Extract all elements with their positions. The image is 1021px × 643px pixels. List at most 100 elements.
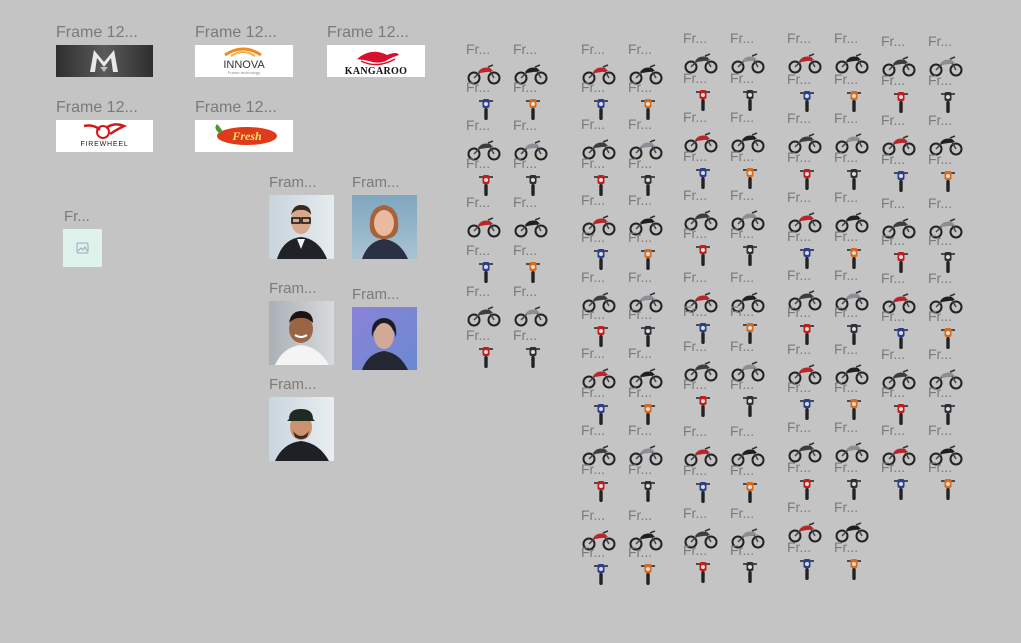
frame-label[interactable]: Fr... bbox=[730, 338, 755, 354]
motorcycle-frame[interactable] bbox=[881, 442, 917, 466]
frame-label[interactable]: Fr... bbox=[928, 422, 953, 438]
motorcycle-frame[interactable] bbox=[730, 207, 766, 231]
motorcycle-frame[interactable] bbox=[797, 88, 817, 114]
motorcycle-frame[interactable] bbox=[693, 559, 713, 585]
motorcycle-frame[interactable] bbox=[591, 96, 611, 122]
motorcycle-frame[interactable] bbox=[797, 556, 817, 582]
frame-label[interactable]: Fr... bbox=[730, 225, 755, 241]
motorcycle-frame[interactable] bbox=[581, 289, 617, 313]
frame-label[interactable]: Fr... bbox=[581, 116, 606, 132]
frame-label[interactable]: Fr... bbox=[834, 149, 859, 165]
frame-label[interactable]: Fr... bbox=[881, 33, 906, 49]
fresh-logo-frame[interactable]: Fresh bbox=[195, 120, 293, 152]
frame-label[interactable]: Fram... bbox=[269, 376, 317, 393]
frame-label[interactable]: Fr... bbox=[628, 229, 653, 245]
frame-label[interactable]: Fr... bbox=[928, 384, 953, 400]
motorcycle-frame[interactable] bbox=[834, 519, 870, 543]
motorcycle-frame[interactable] bbox=[693, 393, 713, 419]
motorcycle-frame[interactable] bbox=[683, 129, 719, 153]
frame-label[interactable]: Fr... bbox=[683, 148, 708, 164]
motorcycle-frame[interactable] bbox=[581, 365, 617, 389]
frame-label[interactable]: Fr... bbox=[730, 269, 755, 285]
frame-label[interactable]: Fr... bbox=[928, 232, 953, 248]
motorcycle-frame[interactable] bbox=[891, 325, 911, 351]
frame-label[interactable]: Fr... bbox=[628, 192, 653, 208]
motorcycle-frame[interactable] bbox=[834, 439, 870, 463]
motorcycle-frame[interactable] bbox=[523, 96, 543, 122]
frame-label[interactable]: Fr... bbox=[513, 194, 538, 210]
portrait-frame[interactable] bbox=[352, 307, 417, 370]
frame-label[interactable]: Fr... bbox=[787, 267, 812, 283]
motorcycle-frame[interactable] bbox=[683, 207, 719, 231]
motorcycle-frame[interactable] bbox=[693, 165, 713, 191]
motorcycle-frame[interactable] bbox=[881, 132, 917, 156]
motorcycle-frame[interactable] bbox=[928, 132, 964, 156]
motorcycle-frame[interactable] bbox=[730, 289, 766, 313]
motorcycle-frame[interactable] bbox=[730, 443, 766, 467]
frame-label[interactable]: Fr... bbox=[513, 283, 538, 299]
portrait-frame[interactable] bbox=[352, 195, 417, 259]
frame-label[interactable]: Fr... bbox=[834, 228, 859, 244]
motorcycle-frame[interactable] bbox=[693, 242, 713, 268]
motorcycle-frame[interactable] bbox=[730, 50, 766, 74]
motorcycle-frame[interactable] bbox=[938, 401, 958, 427]
frame-label[interactable]: Fram... bbox=[352, 174, 400, 191]
motorcycle-frame[interactable] bbox=[638, 323, 658, 349]
frame-label[interactable]: Fram... bbox=[269, 174, 317, 191]
frame-label[interactable]: Fr... bbox=[683, 505, 708, 521]
frame-label[interactable]: Fr... bbox=[787, 149, 812, 165]
motorcycle-frame[interactable] bbox=[938, 476, 958, 502]
frame-label[interactable]: Fr... bbox=[466, 283, 491, 299]
motorcycle-frame[interactable] bbox=[938, 325, 958, 351]
frame-label[interactable]: Fram... bbox=[352, 286, 400, 303]
frame-label[interactable]: Fr... bbox=[730, 30, 755, 46]
frame-label[interactable]: Fr... bbox=[787, 71, 812, 87]
motorcycle-frame[interactable] bbox=[693, 320, 713, 346]
frame-label[interactable]: Fr... bbox=[683, 187, 708, 203]
frame-label[interactable]: Fr... bbox=[628, 116, 653, 132]
frame-label[interactable]: Fr... bbox=[683, 303, 708, 319]
frame-label[interactable]: Fr... bbox=[581, 155, 606, 171]
frame-label[interactable]: Fr... bbox=[581, 229, 606, 245]
frame-label[interactable]: Fr... bbox=[787, 459, 812, 475]
motorcycle-frame[interactable] bbox=[730, 129, 766, 153]
frame-label[interactable]: Frame 12... bbox=[56, 24, 138, 41]
frame-label[interactable]: Fr... bbox=[787, 379, 812, 395]
motorcycle-frame[interactable] bbox=[730, 358, 766, 382]
motorcycle-frame[interactable] bbox=[730, 525, 766, 549]
motorcycle-frame[interactable] bbox=[628, 212, 664, 236]
frame-label[interactable]: Fr... bbox=[628, 507, 653, 523]
motorcycle-frame[interactable] bbox=[466, 214, 502, 238]
frame-label[interactable]: Fr... bbox=[683, 109, 708, 125]
frame-label[interactable]: Fr... bbox=[834, 189, 859, 205]
motorcycle-frame[interactable] bbox=[638, 246, 658, 272]
motorcycle-frame[interactable] bbox=[591, 401, 611, 427]
motorcycle-frame[interactable] bbox=[693, 87, 713, 113]
motorcycle-frame[interactable] bbox=[628, 442, 664, 466]
frame-label[interactable]: Fr... bbox=[928, 72, 953, 88]
portrait-frame[interactable] bbox=[269, 195, 334, 259]
motorcycle-frame[interactable] bbox=[787, 209, 823, 233]
frame-label[interactable]: Fr... bbox=[787, 419, 812, 435]
motorcycle-frame[interactable] bbox=[628, 61, 664, 85]
frame-label[interactable]: Fr... bbox=[730, 303, 755, 319]
motorcycle-frame[interactable] bbox=[797, 321, 817, 347]
motorcycle-frame[interactable] bbox=[740, 87, 760, 113]
motorcycle-frame[interactable] bbox=[797, 396, 817, 422]
motorcycle-frame[interactable] bbox=[591, 323, 611, 349]
frame-label[interactable]: Fr... bbox=[466, 117, 491, 133]
m-logo-frame[interactable] bbox=[56, 45, 153, 77]
frame-label[interactable]: Fr... bbox=[787, 228, 812, 244]
frame-label[interactable]: Fr... bbox=[928, 459, 953, 475]
motorcycle-frame[interactable] bbox=[834, 130, 870, 154]
motorcycle-frame[interactable] bbox=[638, 401, 658, 427]
motorcycle-frame[interactable] bbox=[523, 259, 543, 285]
motorcycle-frame[interactable] bbox=[928, 215, 964, 239]
motorcycle-frame[interactable] bbox=[476, 96, 496, 122]
frame-label[interactable]: Fr... bbox=[466, 194, 491, 210]
frame-label[interactable]: Fr... bbox=[928, 151, 953, 167]
motorcycle-frame[interactable] bbox=[683, 443, 719, 467]
frame-label[interactable]: Fr... bbox=[881, 72, 906, 88]
frame-label[interactable]: Fr... bbox=[881, 308, 906, 324]
motorcycle-frame[interactable] bbox=[844, 556, 864, 582]
